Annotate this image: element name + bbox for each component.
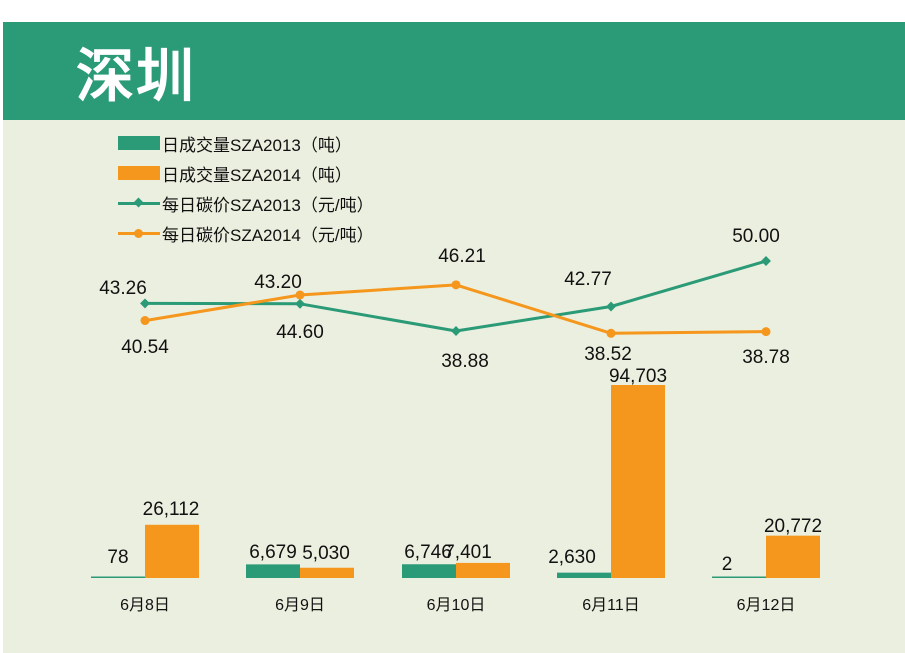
chart-legend: 日成交量SZA2013（吨） 日成交量SZA2014（吨） 每日碳价SZA2013（…: [118, 128, 374, 248]
legend-item: 每日碳价SZA2013（元/吨）: [118, 188, 374, 218]
legend-label: 日成交量SZA2014（吨）: [162, 165, 352, 185]
legend-swatch: [118, 196, 160, 210]
line-value-label: 38.78: [742, 347, 790, 368]
line-point-circle: [451, 280, 461, 290]
bar: [766, 535, 820, 578]
bar: [246, 564, 300, 578]
bar-value-label: 78: [107, 547, 128, 568]
line-point-diamond: [606, 301, 616, 312]
line-value-label: 43.26: [99, 278, 147, 299]
x-tick-label: 6月9日: [275, 597, 325, 614]
header-banner: 深圳: [3, 22, 905, 120]
line-point-diamond: [451, 326, 461, 336]
bar-value-label: 26,112: [143, 499, 200, 520]
bar: [557, 572, 611, 578]
line-point-diamond: [295, 298, 305, 309]
x-tick-label: 6月10日: [427, 597, 486, 614]
line-point-diamond: [761, 256, 771, 266]
page-title: 深圳: [76, 44, 197, 109]
legend-swatch: [118, 166, 160, 180]
bar: [402, 564, 456, 578]
bar-value-label: 2,630: [548, 547, 596, 568]
line-point-circle: [295, 290, 305, 300]
line-value-label: 46.21: [438, 246, 486, 267]
line-value-label: 38.88: [441, 351, 489, 372]
legend-item: 日成交量SZA2014（吨）: [118, 158, 374, 188]
series-line: [144, 259, 767, 333]
bar-value-label: 6,679: [249, 542, 297, 563]
bar-value-label: 20,772: [764, 516, 822, 537]
bar-value-label: 5,030: [302, 543, 350, 564]
bar: [456, 562, 510, 578]
line-value-label: 40.54: [121, 337, 169, 358]
line-value-label: 42.77: [564, 269, 612, 290]
legend-item: 日成交量SZA2013（吨）: [118, 128, 374, 158]
line-point-diamond: [140, 298, 150, 309]
bar: [300, 567, 354, 578]
line-value-label: 43.20: [254, 272, 302, 293]
legend-item: 每日碳价SZA2014（元/吨）: [118, 218, 374, 248]
bar: [611, 385, 665, 578]
bar-value-label: 94,703: [609, 366, 667, 387]
bar: [145, 524, 199, 578]
bar-value-label: 6,746: [404, 542, 452, 563]
legend-label: 每日碳价SZA2013（元/吨）: [162, 195, 374, 215]
x-tick-label: 6月12日: [737, 597, 796, 614]
bar-value-label: 2: [722, 554, 733, 575]
bar: [712, 576, 766, 578]
line-point-circle: [606, 328, 616, 338]
series-line: [144, 283, 767, 335]
legend-swatch: [118, 226, 160, 240]
x-tick-label: 6月11日: [582, 597, 640, 614]
line-value-label: 50.00: [732, 226, 780, 247]
line-point-circle: [761, 327, 771, 337]
legend-label: 日成交量SZA2013（吨）: [162, 135, 352, 155]
x-tick-label: 6月8日: [120, 597, 170, 614]
legend-label: 每日碳价SZA2014（元/吨）: [162, 225, 374, 245]
line-point-circle: [140, 316, 150, 326]
line-value-label: 44.60: [276, 322, 324, 343]
bar-value-label: 7,401: [444, 542, 492, 563]
bar: [91, 576, 145, 578]
legend-swatch: [118, 136, 160, 150]
line-value-label: 38.52: [584, 344, 632, 365]
